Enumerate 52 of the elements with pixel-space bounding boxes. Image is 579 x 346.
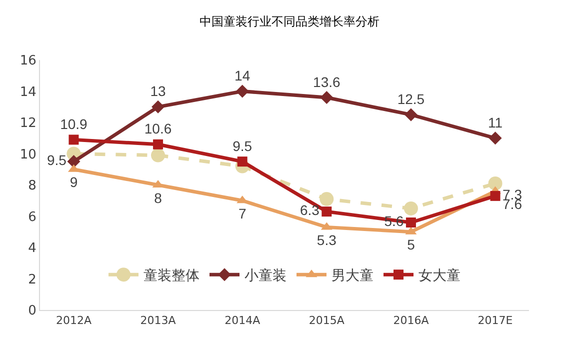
data-label: 13 (150, 83, 166, 100)
y-tick-label: 12 (20, 116, 36, 132)
y-tick-label: 0 (28, 304, 36, 319)
y-tick-label: 16 (20, 54, 36, 69)
point (490, 190, 500, 201)
point (68, 134, 79, 145)
x-tick-label: 2013A (140, 314, 176, 328)
x-tick-label: 2017E (478, 314, 513, 328)
y-tick-label: 6 (28, 210, 36, 225)
data-label: 5.3 (316, 232, 337, 248)
data-label: 7 (238, 205, 246, 222)
point (488, 132, 502, 145)
y-tick-label: 4 (28, 241, 36, 256)
data-label: 9.5 (232, 138, 252, 154)
point (153, 139, 164, 150)
data-label: 5 (407, 236, 416, 253)
data-label: 13.6 (313, 74, 340, 90)
data-label: 10.9 (60, 116, 88, 132)
data-label: 9.5 (47, 152, 67, 168)
point (404, 108, 418, 122)
x-tick-label: 2016A (393, 314, 430, 328)
point (152, 100, 165, 114)
data-label: 5.6 (384, 213, 404, 229)
chart-title: 中国童装行业不同品类增长率分析 (200, 14, 380, 29)
point (406, 218, 416, 228)
point (237, 156, 248, 167)
data-label: 9 (70, 174, 78, 190)
point (151, 148, 166, 162)
legend-label: 女大童 (418, 268, 460, 284)
point (320, 192, 334, 206)
point (67, 155, 80, 168)
point (488, 176, 502, 190)
y-tick-label: 10 (20, 147, 36, 162)
point (404, 201, 418, 216)
legend-label: 男大童 (332, 268, 374, 284)
x-tick-label: 2015A (308, 314, 345, 328)
data-label: 11 (488, 114, 503, 130)
point (236, 84, 249, 98)
legend-label: 小童装 (244, 268, 286, 284)
x-tick-label: 2012A (56, 314, 92, 328)
legend-label: 童装整体 (144, 268, 200, 284)
data-label: 12.5 (397, 90, 425, 107)
data-label: 6.3 (300, 202, 320, 218)
data-label: 8 (154, 190, 162, 206)
y-tick-label: 8 (28, 178, 36, 194)
data-label: 10.6 (144, 120, 172, 137)
point (322, 206, 332, 217)
y-tick-label: 2 (28, 272, 36, 288)
point (320, 91, 334, 104)
data-label: 14 (234, 68, 250, 84)
x-tick-label: 2014A (224, 314, 261, 328)
y-tick-label: 14 (20, 84, 36, 100)
